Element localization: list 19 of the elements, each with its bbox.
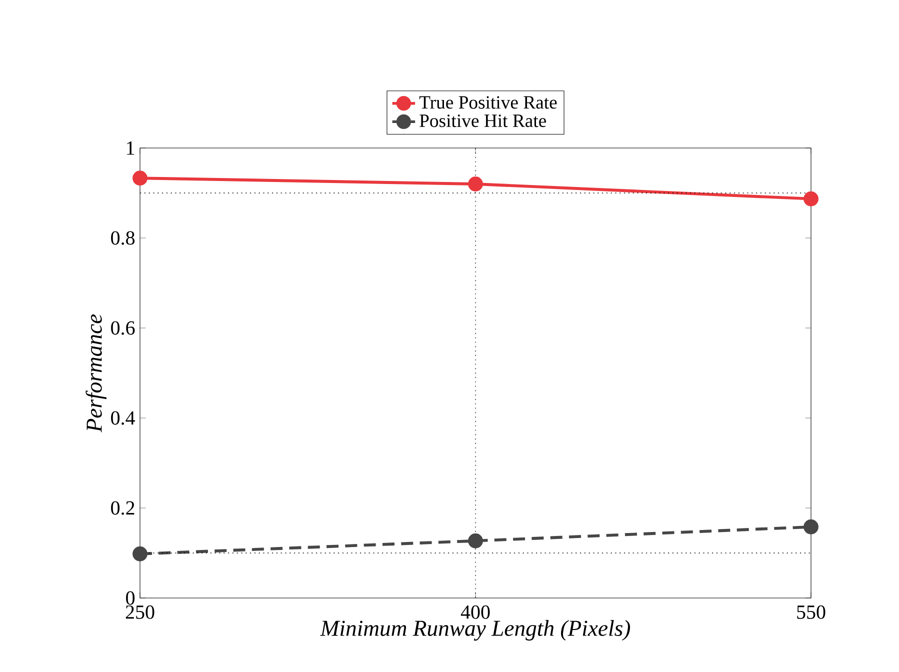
y-tick-label: 0.4 — [111, 411, 135, 425]
point — [132, 546, 148, 562]
point — [468, 176, 483, 192]
x-axis-title: Minimum Runway Length (Pixels) — [320, 620, 630, 641]
x-tick-label: 400 — [460, 605, 490, 619]
point — [804, 191, 818, 206]
y-tick-label: 0.2 — [111, 501, 134, 515]
point — [132, 170, 148, 186]
legend-label: Positive Hit Rate — [420, 114, 546, 128]
y-tick-label: 0.6 — [111, 321, 135, 335]
y-tick-label: 1 — [127, 141, 134, 155]
y-axis-title: Performance — [86, 314, 106, 432]
legend-label: True Positive Rate — [419, 96, 557, 109]
x-tick-label: 250 — [126, 605, 154, 619]
x-tick-label: 550 — [797, 605, 826, 619]
point — [468, 533, 483, 548]
y-tick-label: 0.8 — [111, 231, 135, 245]
y-tick-label: 0 — [126, 591, 135, 605]
point — [804, 519, 818, 534]
